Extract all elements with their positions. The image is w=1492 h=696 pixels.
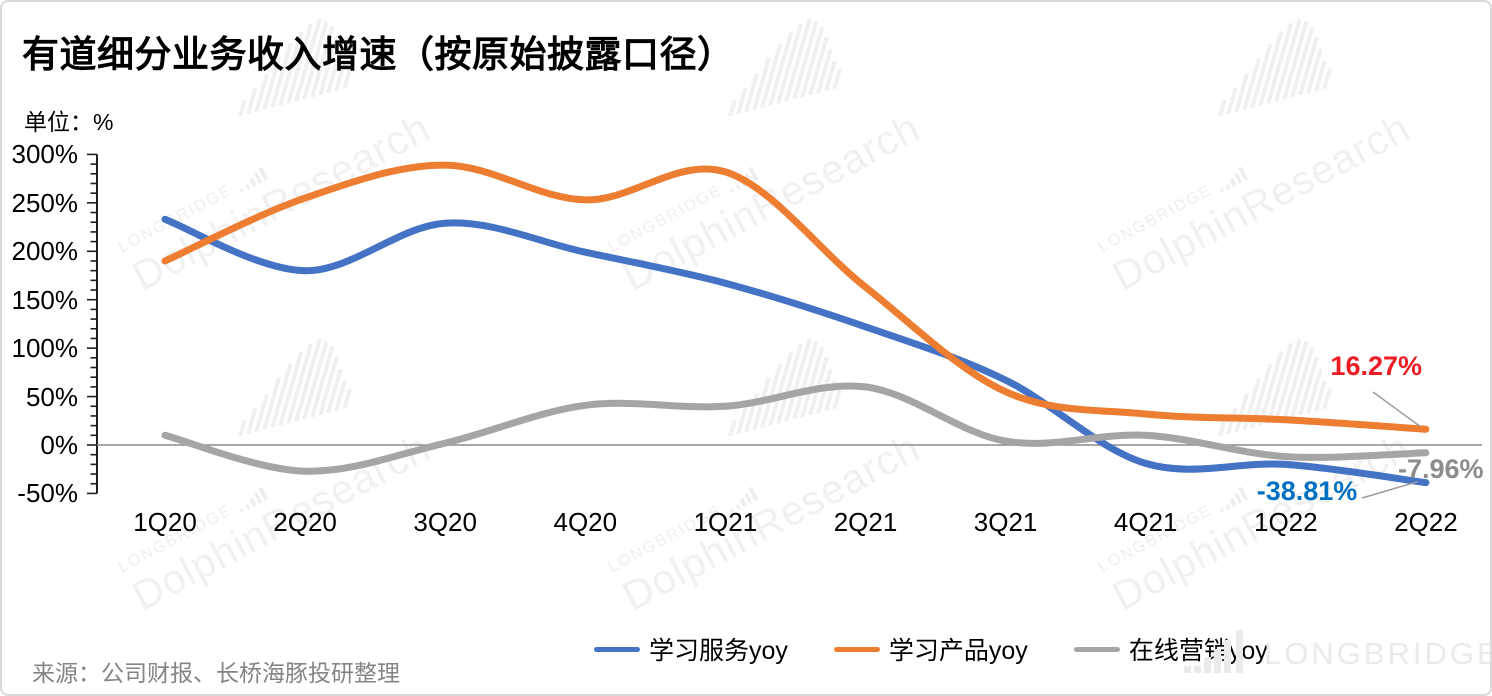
- watermark-text: LONGBRIDGE DolphinResearch: [1096, 87, 1418, 300]
- series-line-学习产品yoy: [161, 161, 1430, 433]
- x-tick-label: 4Q20: [553, 507, 618, 537]
- legend-label: 学习服务yoy: [649, 637, 788, 665]
- legend: 学习服务yoy 学习产品yoy 在线营销yoy: [594, 631, 1268, 667]
- y-tick-label: 250%: [11, 187, 79, 218]
- watermark-text: LONGBRIDGE DolphinResearch: [116, 87, 438, 300]
- watermark-text: LONGBRIDGE DolphinResearch: [606, 87, 928, 300]
- watermark-research: DolphinResearch: [1104, 104, 1418, 300]
- watermark-unit: LONGBRIDGE DolphinResearch: [600, 19, 940, 312]
- legend-swatch: [833, 646, 880, 652]
- series-line-在线营销yoy: [161, 382, 1430, 475]
- x-tick-label: 2Q22: [1394, 507, 1458, 537]
- legend-label: 在线营销yoy: [1128, 637, 1268, 665]
- y-tick-label: 300%: [11, 139, 79, 170]
- y-tick-label: 50%: [25, 381, 78, 412]
- legend-item: 在线营销yoy: [1073, 631, 1268, 667]
- x-tick-label: 4Q21: [1113, 507, 1178, 537]
- x-tick-label: 1Q22: [1253, 507, 1318, 537]
- x-tick-label: 2Q21: [833, 507, 898, 537]
- series-line-学习服务yoy: [161, 215, 1430, 487]
- x-tick-label: 3Q21: [973, 507, 1038, 537]
- watermark-unit: LONGBRIDGE DolphinResearch: [600, 339, 940, 632]
- watermark-unit: LONGBRIDGE DolphinResearch: [110, 19, 450, 312]
- chart-title: 有道细分业务收入增速（按原始披露口径）: [22, 34, 735, 75]
- legend-swatch: [1073, 646, 1120, 652]
- x-tick-label: 3Q20: [413, 507, 477, 537]
- legend-item: 学习服务yoy: [594, 631, 788, 667]
- watermark-brand: LONGBRIDGE: [115, 181, 236, 257]
- x-tick-label: 1Q21: [693, 507, 758, 537]
- source-note: 来源：公司财报、长桥海豚投研整理: [32, 660, 400, 686]
- annotation-learning-services-end: -38.81%: [1256, 476, 1358, 506]
- dolphin-fin-watermark-icon: [1218, 339, 1333, 436]
- legend-swatch: [594, 646, 640, 652]
- dolphin-fin-watermark-icon: [1218, 19, 1333, 116]
- legend-label: 学习产品yoy: [888, 637, 1028, 665]
- watermark-unit: LONGBRIDGE DolphinResearch: [1090, 19, 1430, 312]
- legend-item: 学习产品yoy: [833, 631, 1028, 667]
- y-tick-label: 0%: [40, 430, 78, 460]
- dolphin-fin-watermark-icon: [238, 339, 353, 436]
- watermark-research: DolphinResearch: [614, 104, 928, 300]
- unit-label: 单位：%: [24, 109, 114, 135]
- dolphin-fin-watermark-icon: [728, 19, 843, 116]
- annotation-learning-products-end: 16.27%: [1330, 351, 1422, 381]
- watermark-unit: LONGBRIDGE DolphinResearch: [110, 339, 450, 632]
- longbridge-bars-icon: [1184, 630, 1243, 673]
- x-tick-label: 1Q20: [133, 507, 197, 537]
- watermark-brand: LONGBRIDGE: [1095, 181, 1216, 257]
- watermark-research: DolphinResearch: [124, 104, 438, 300]
- y-tick-label: 200%: [11, 236, 79, 267]
- longbridge-logo: LONGBRIDGE: [1184, 630, 1492, 674]
- y-tick-label: 150%: [11, 284, 79, 315]
- watermark-brand: LONGBRIDGE: [605, 181, 726, 257]
- dolphin-fin-watermark-icon: [728, 339, 843, 436]
- longbridge-logo-text: LONGBRIDGE: [1264, 636, 1492, 671]
- y-tick-label: -50%: [17, 478, 78, 509]
- y-tick-label: 100%: [11, 333, 79, 364]
- annotation-online-marketing-end: -7.96%: [1398, 454, 1484, 484]
- x-tick-label: 2Q20: [273, 507, 337, 537]
